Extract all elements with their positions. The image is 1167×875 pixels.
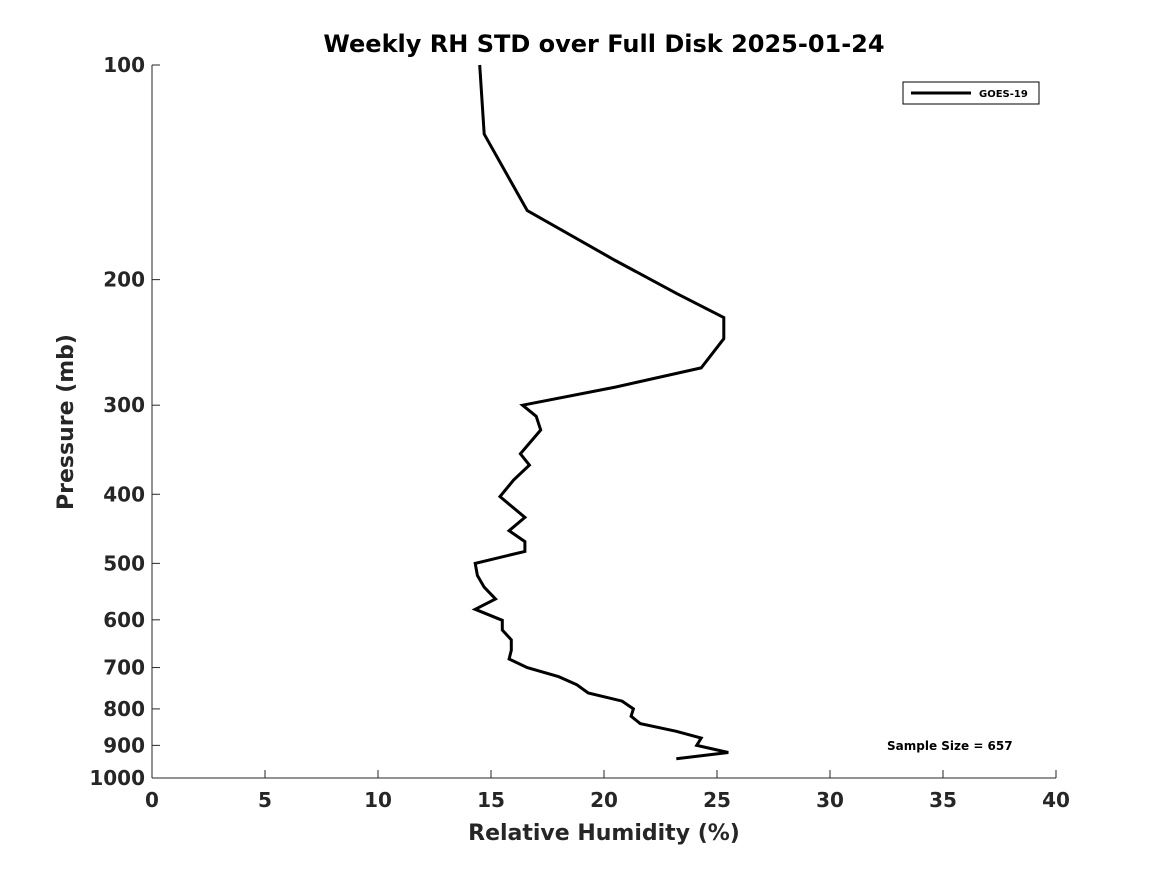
x-tick-label: 40 <box>1042 788 1070 812</box>
y-tick-label: 1000 <box>89 766 145 790</box>
axes: 0 5 10 15 20 25 30 35 40 100 200 300 400 500 600 700 800… <box>89 53 1070 812</box>
chart-title: Weekly RH STD over Full Disk 2025-01-24 <box>323 30 884 58</box>
y-tick-label: 200 <box>103 268 145 292</box>
x-tick-label: 0 <box>145 788 159 812</box>
y-tick-label: 100 <box>103 53 145 77</box>
x-tick-label: 15 <box>477 788 505 812</box>
x-tick-label: 20 <box>590 788 618 812</box>
x-tick-label: 35 <box>929 788 957 812</box>
series-line-goes-19 <box>471 64 729 761</box>
y-axis-label: Pressure (mb) <box>54 334 79 510</box>
sample-size-annotation: Sample Size = 657 <box>887 739 1013 753</box>
x-tick-label: 5 <box>258 788 272 812</box>
y-tick-label: 700 <box>103 656 145 680</box>
y-tick-label: 300 <box>103 393 145 417</box>
legend-label: GOES-19 <box>979 89 1028 100</box>
y-tick-label: 500 <box>103 551 145 575</box>
legend: GOES-19 <box>902 81 1040 105</box>
x-axis-label: Relative Humidity (%) <box>468 821 740 846</box>
y-tick-label: 400 <box>103 482 145 506</box>
series-layer <box>471 64 729 761</box>
y-tick-label: 600 <box>103 608 145 632</box>
x-tick-label: 30 <box>816 788 844 812</box>
y-tick-label: 900 <box>103 733 145 757</box>
y-tick-label: 800 <box>103 697 145 721</box>
x-tick-label: 10 <box>364 788 392 812</box>
x-tick-label: 25 <box>703 788 731 812</box>
